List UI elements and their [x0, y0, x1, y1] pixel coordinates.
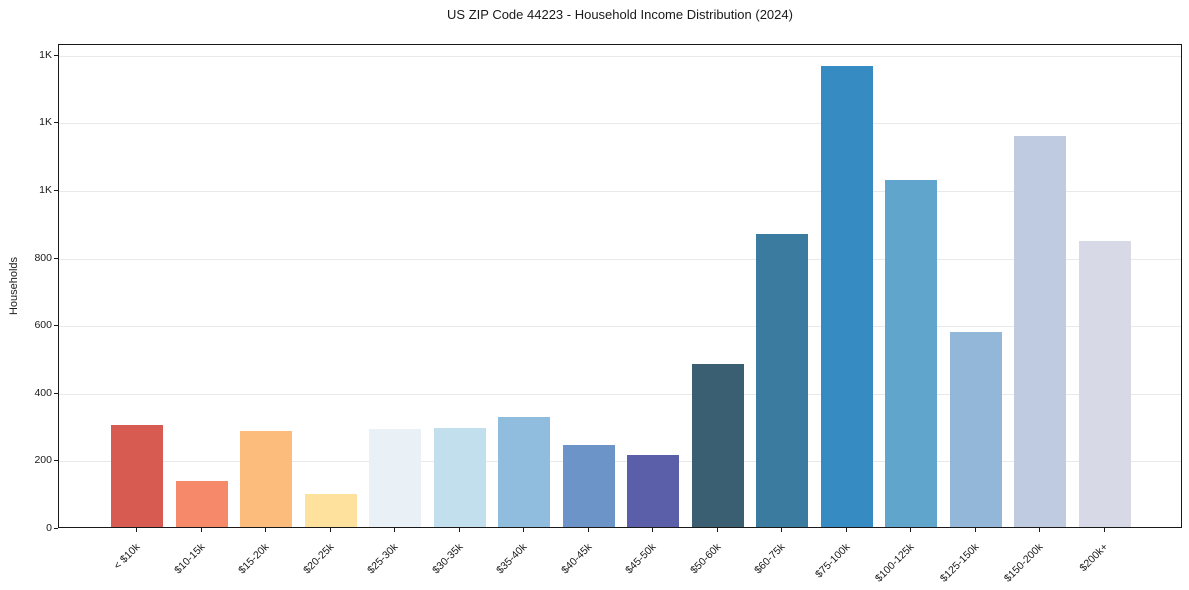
- y-tick-label: 400: [34, 386, 52, 399]
- x-tick-label: $100-125k: [873, 541, 917, 585]
- y-tick-label: 1K: [39, 116, 52, 129]
- x-tick-mark: [587, 528, 589, 532]
- x-tick-label: $150-200k: [1002, 541, 1046, 585]
- x-tick-label: $200k+: [1077, 541, 1111, 575]
- y-tick-mark: [54, 392, 58, 394]
- y-tick-label: 600: [34, 319, 52, 332]
- x-tick-label: $15-20k: [236, 541, 272, 577]
- gridline: [59, 461, 1181, 463]
- x-tick-mark: [845, 528, 847, 532]
- x-tick-label: $60-75k: [752, 541, 788, 577]
- bar-15-20k: [240, 430, 293, 527]
- bar-40-45k: [562, 445, 615, 527]
- x-tick-mark: [458, 528, 460, 532]
- y-tick-mark: [54, 528, 58, 529]
- x-tick-mark: [910, 528, 912, 532]
- y-tick-label: 0: [46, 522, 52, 534]
- bar-20-25k: [304, 493, 357, 527]
- y-tick-mark: [54, 54, 58, 56]
- y-tick-label: 1K: [39, 184, 52, 196]
- plot-area: [58, 44, 1182, 528]
- bar-10-15k: [175, 481, 228, 527]
- y-tick-label: 200: [34, 454, 52, 467]
- x-tick-mark: [974, 528, 976, 532]
- y-tick-mark: [54, 325, 58, 327]
- x-tick-mark: [265, 528, 267, 532]
- gridline: [59, 258, 1181, 260]
- bar-100-125k: [885, 180, 938, 527]
- x-tick-mark: [523, 528, 525, 532]
- x-tick-mark: [394, 528, 396, 532]
- y-tick-mark: [54, 257, 58, 259]
- bar-125-150k: [949, 331, 1002, 527]
- x-tick-label: $20-25k: [300, 541, 337, 577]
- y-axis-label: Households: [8, 256, 20, 316]
- x-tick-mark: [652, 528, 654, 532]
- gridline: [59, 123, 1181, 125]
- x-tick-label: < $10k: [111, 541, 143, 572]
- bar-50-60k: [691, 363, 744, 527]
- x-tick-mark: [329, 528, 331, 532]
- x-tick-mark: [781, 528, 783, 532]
- x-tick-label: $25-30k: [365, 541, 401, 577]
- x-tick-mark: [200, 528, 202, 532]
- bar-150-200k: [1014, 135, 1067, 527]
- chart-title: US ZIP Code 44223 - Household Income Dis…: [447, 7, 793, 22]
- gridline: [59, 191, 1181, 192]
- bar-30-35k: [433, 427, 486, 527]
- y-tick-mark: [54, 122, 58, 124]
- x-tick-mark: [136, 528, 137, 532]
- x-tick-mark: [716, 528, 718, 532]
- bar-45-50k: [627, 454, 680, 527]
- x-tick-label: $10-15k: [171, 541, 208, 577]
- x-tick-label: $40-45k: [558, 541, 595, 577]
- bar-35-40k: [498, 417, 551, 527]
- y-tick-mark: [54, 460, 58, 462]
- gridline: [59, 326, 1181, 328]
- x-tick-label: $35-40k: [494, 541, 530, 577]
- x-tick-label: $30-35k: [429, 541, 466, 577]
- bar-10k: [111, 424, 163, 527]
- y-tick-label: 800: [34, 251, 52, 264]
- x-tick-label: $45-50k: [623, 541, 659, 577]
- bar-75-100k: [820, 65, 873, 527]
- gridline: [59, 55, 1181, 57]
- x-tick-mark: [1039, 528, 1041, 532]
- bar-200k: [1079, 241, 1131, 527]
- y-tick-mark: [54, 190, 58, 191]
- y-tick-label: 1K: [39, 48, 52, 61]
- x-tick-label: $50-60k: [687, 541, 724, 577]
- x-tick-label: $125-150k: [937, 541, 982, 585]
- bar-60-75k: [756, 234, 809, 527]
- x-tick-label: $75-100k: [812, 541, 853, 581]
- bar-25-30k: [369, 428, 422, 527]
- x-tick-mark: [1104, 528, 1105, 532]
- gridline: [59, 393, 1181, 395]
